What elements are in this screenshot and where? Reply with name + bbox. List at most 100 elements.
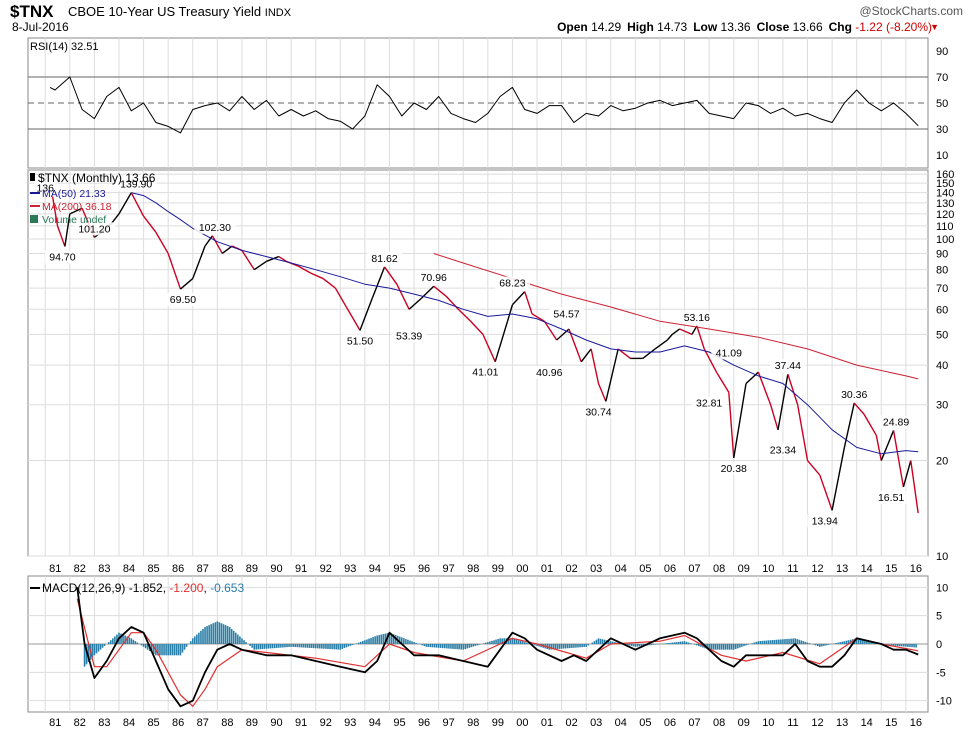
price-bar — [408, 297, 422, 310]
macd-histogram-bar — [384, 633, 387, 644]
macd-histogram-bar — [239, 636, 241, 644]
macd-histogram-bar — [226, 626, 229, 644]
macd-histogram-bar — [519, 640, 522, 644]
macd-histogram-bar — [683, 641, 686, 644]
macd-histogram-bar — [441, 644, 444, 649]
price-bar — [211, 235, 223, 254]
macd-histogram-bar — [819, 644, 821, 647]
macd-histogram-bar — [778, 639, 780, 644]
macd-histogram-bar — [362, 641, 364, 644]
macd-histogram-bar — [558, 644, 561, 649]
macd-histogram-bar — [808, 643, 811, 644]
x-axis-label-bottom: 02 — [565, 717, 577, 729]
macd-histogram-bar — [220, 623, 223, 644]
x-axis-label-bottom: 07 — [688, 717, 700, 729]
macd-histogram-bar — [454, 644, 456, 650]
macd-histogram-bar — [726, 644, 729, 650]
macd-histogram-bar — [140, 644, 143, 646]
price-bar — [371, 266, 386, 299]
macd-histogram-bar — [144, 644, 147, 649]
macd-histogram-bar — [859, 639, 862, 644]
macd-histogram-bar — [802, 641, 805, 644]
price-annotation: 23.34 — [770, 444, 796, 456]
macd-histogram-bar — [499, 638, 501, 644]
x-axis-label-bottom: 06 — [664, 717, 676, 729]
price-bar — [654, 339, 668, 350]
price-bar — [266, 255, 280, 262]
macd-histogram-bar — [632, 644, 635, 647]
macd-histogram-bar — [493, 640, 495, 644]
macd-histogram-bar — [675, 642, 678, 644]
x-axis-label: 89 — [246, 563, 258, 575]
macd-histogram-bar — [359, 641, 362, 644]
macd-histogram-bar — [392, 634, 395, 644]
price-annotation-bg — [342, 334, 378, 348]
macd-histogram-bar — [136, 642, 139, 644]
x-axis-label: 82 — [74, 563, 86, 575]
macd-histogram-bar — [470, 644, 473, 648]
macd-histogram-bar — [269, 644, 272, 649]
price-annotation-bg — [549, 307, 585, 321]
price-bar — [796, 404, 809, 461]
x-axis-label-bottom: 82 — [74, 717, 86, 729]
price-bar — [733, 383, 747, 459]
macd-histogram-bar — [554, 644, 557, 650]
macd-histogram-bar — [126, 636, 128, 644]
macd-histogram-bar — [267, 644, 270, 649]
price-annotation: 94.70 — [49, 251, 75, 263]
macd-histogram-bar — [259, 644, 262, 650]
ma50-line — [131, 192, 919, 455]
macd-histogram-bar — [382, 634, 385, 644]
price-bar — [130, 192, 145, 217]
x-axis-label-bottom: 97 — [443, 717, 455, 729]
macd-histogram-bar — [593, 641, 596, 644]
macd-histogram-bar — [484, 642, 487, 644]
macd-histogram-bar — [177, 644, 180, 656]
price-tick-label: 10 — [936, 551, 948, 563]
macd-histogram-bar — [310, 644, 313, 649]
price-annotation-bg — [416, 271, 452, 285]
macd-histogram-bar — [566, 644, 569, 649]
macd-histogram-bar — [446, 644, 448, 649]
macd-histogram-bar — [175, 644, 178, 656]
macd-histogram-bar — [716, 644, 719, 650]
macd-histogram-bar — [466, 644, 469, 649]
x-axis-label: 05 — [639, 563, 651, 575]
x-axis-label-bottom: 98 — [467, 717, 479, 729]
price-annotation: 16.51 — [878, 492, 904, 504]
x-axis-label-bottom: 99 — [492, 717, 504, 729]
x-axis-label: 99 — [492, 563, 504, 575]
macd-histogram-bar — [800, 640, 803, 644]
macd-histogram-bar — [339, 644, 342, 650]
x-axis-label-bottom: 86 — [172, 717, 184, 729]
macd-histogram-bar — [157, 644, 159, 656]
x-axis-label-bottom: 10 — [762, 717, 774, 729]
macd-histogram-bar — [612, 641, 614, 644]
price-bar — [892, 430, 905, 488]
price-tick-label: 140 — [936, 188, 954, 200]
macd-histogram-bar — [665, 643, 667, 644]
macd-histogram-bar — [337, 644, 340, 650]
x-axis-label: 06 — [664, 563, 676, 575]
rsi-tick-label: 70 — [936, 72, 948, 84]
macd-histogram-bar — [679, 641, 682, 644]
macd-histogram-bar — [122, 634, 124, 644]
macd-histogram-bar — [732, 644, 735, 650]
macd-histogram-bar — [335, 644, 337, 650]
price-annotation: 69.50 — [170, 294, 196, 306]
price-bar — [457, 308, 472, 322]
price-tick-label: 70 — [936, 283, 948, 295]
price-bar — [494, 321, 509, 362]
x-axis-label-bottom: 12 — [811, 717, 823, 729]
price-bar — [875, 435, 882, 461]
macd-histogram-bar — [452, 644, 454, 649]
macd-histogram-bar — [355, 643, 358, 644]
macd-histogram-bar — [857, 638, 860, 644]
macd-tick-label: 0 — [936, 639, 942, 651]
macd-histogram-bar — [708, 644, 710, 650]
macd-histogram-bar — [109, 640, 112, 644]
price-annotation-bg — [194, 220, 236, 234]
price-bar — [671, 328, 681, 335]
x-axis-label-bottom: 11 — [787, 717, 798, 729]
macd-histogram-bar — [562, 644, 565, 649]
